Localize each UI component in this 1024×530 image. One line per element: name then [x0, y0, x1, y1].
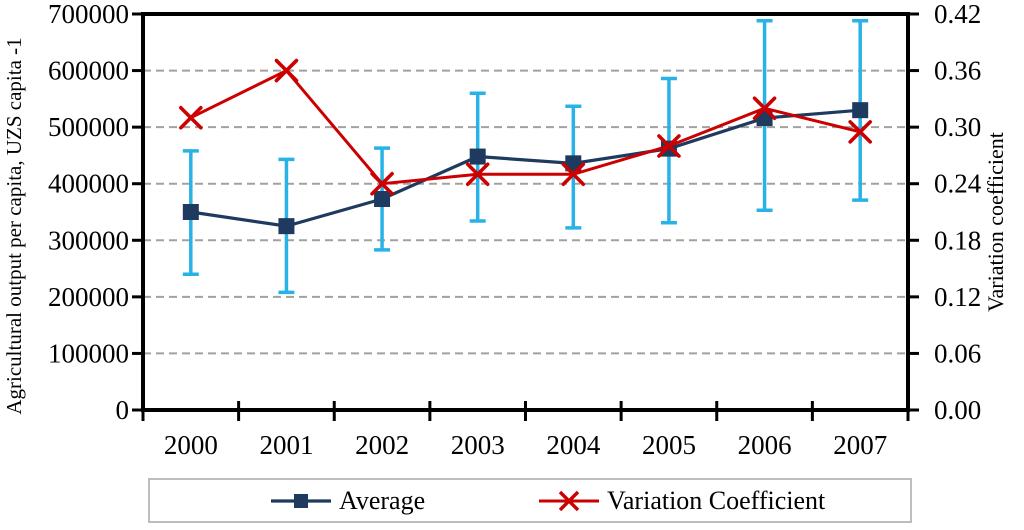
average-marker: [469, 148, 486, 165]
legend-label-average: Average: [339, 485, 426, 515]
right-axis-tick-label: 0.06: [934, 338, 981, 368]
x-axis-label: 2004: [546, 430, 601, 460]
left-axis-tick-label: 0: [116, 395, 130, 425]
average-marker: [374, 190, 391, 207]
legend: Average Variation Coefficient: [148, 478, 912, 523]
right-axis-title: Variation coefficient: [983, 132, 1008, 312]
left-axis-tick-label: 100000: [48, 338, 129, 368]
x-axis-label: 2000: [164, 430, 218, 460]
right-axis-tick-label: 0.12: [934, 282, 981, 312]
legend-item-variation-coefficient: Variation Coefficient: [538, 486, 825, 516]
variation-legend-x: [558, 490, 580, 511]
plot-border: [141, 12, 910, 412]
variation-marker: [465, 162, 490, 187]
right-axis-tick-label: 0.30: [934, 112, 981, 142]
left-axis-tick-label: 600000: [48, 56, 129, 86]
right-axis-tick-label: 0.00: [934, 395, 981, 425]
variation-line: [190, 68, 861, 186]
x-axis-label: 2005: [642, 430, 696, 460]
variation-marker: [657, 134, 681, 158]
average-marker: [852, 102, 869, 119]
legend-item-average: Average: [270, 486, 425, 516]
variation-marker: [274, 58, 299, 83]
legend-label-variation-coefficient: Variation Coefficient: [607, 485, 826, 515]
average-line-square-icon: [271, 493, 331, 508]
x-axis-label: 2007: [833, 430, 887, 460]
left-axis-tick-label: 300000: [48, 225, 129, 255]
variation-line-x-icon: [539, 490, 599, 511]
variation-marker: [370, 171, 394, 196]
left-axis-tick-label: 700000: [48, 0, 129, 29]
x-axis-label: 2001: [259, 430, 313, 460]
average-marker: [278, 218, 295, 235]
right-axis-tick-label: 0.24: [934, 169, 982, 199]
average-marker: [182, 204, 199, 220]
left-axis-tick-label: 200000: [48, 282, 129, 312]
x-axis-label: 2002: [355, 430, 409, 460]
left-axis-title: Agricultural output per capita, UZS capi…: [2, 37, 26, 414]
right-axis-tick-label: 0.42: [934, 0, 981, 29]
variation-marker: [179, 105, 203, 130]
average-marker: [565, 155, 582, 172]
variation-marker: [561, 162, 586, 187]
left-axis-tick-label: 400000: [48, 169, 129, 199]
average-legend-square: [294, 493, 308, 508]
right-axis-tick-label: 0.18: [934, 225, 981, 255]
x-axis-label: 2003: [451, 430, 505, 460]
variation-marker: [752, 96, 777, 121]
average-line: [190, 108, 861, 228]
variation-marker: [848, 120, 872, 144]
x-axis-label: 2006: [738, 430, 792, 460]
left-axis-tick-label: 500000: [48, 112, 129, 142]
right-axis-tick-label: 0.36: [934, 56, 981, 86]
